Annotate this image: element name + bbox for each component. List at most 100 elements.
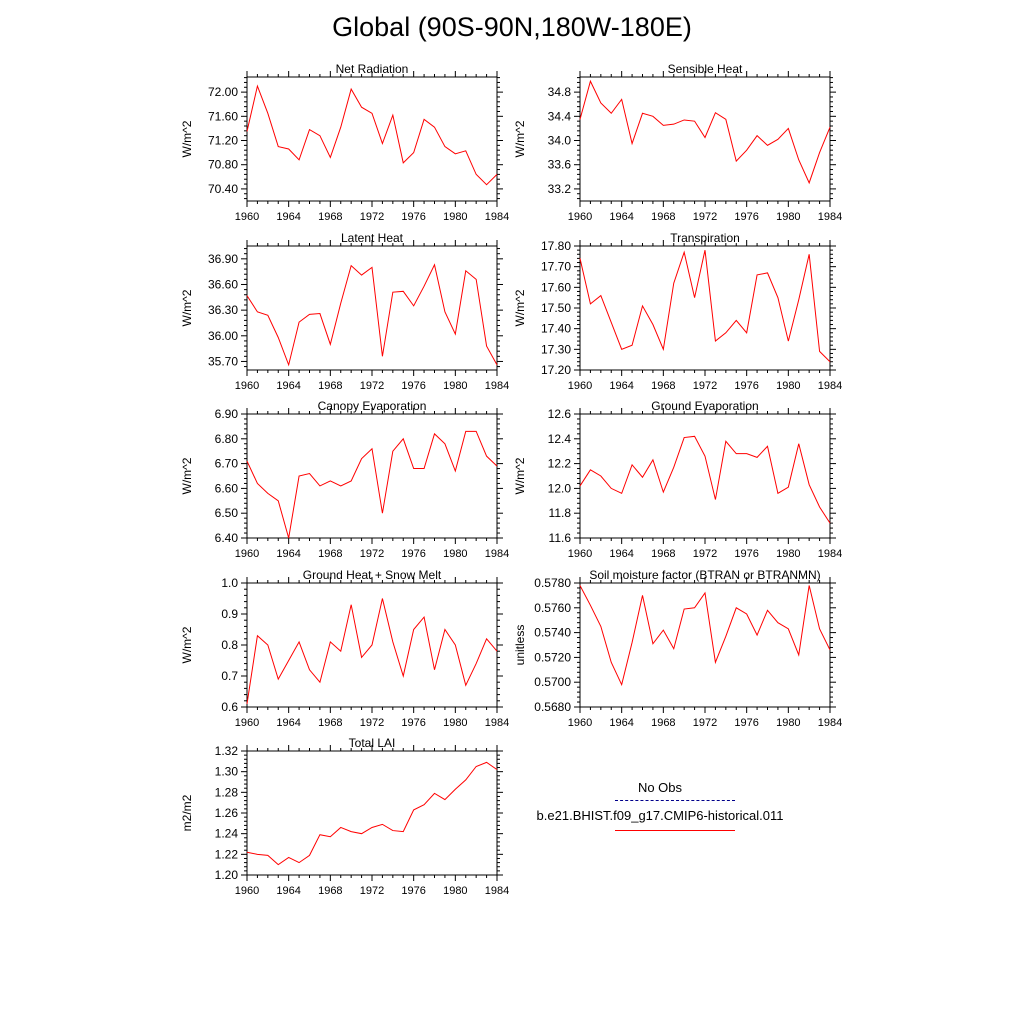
x-tick-label: 1972 bbox=[360, 885, 384, 897]
chart-title: Total LAI bbox=[349, 736, 396, 750]
plot-frame bbox=[579, 245, 831, 371]
x-tick-label: 1980 bbox=[776, 211, 800, 223]
y-tick-label: 17.50 bbox=[541, 301, 571, 315]
x-tick-label: 1968 bbox=[651, 380, 675, 392]
y-tick-label: 6.70 bbox=[215, 457, 239, 471]
y-tick-label: 1.24 bbox=[215, 827, 239, 841]
x-tick-label: 1968 bbox=[318, 211, 342, 223]
x-tick-label: 1980 bbox=[443, 211, 467, 223]
x-tick-label: 1976 bbox=[401, 885, 425, 897]
page-title: Global (90S-90N,180W-180E) bbox=[332, 12, 692, 42]
y-axis-label: unitless bbox=[513, 625, 527, 666]
y-tick-label: 17.40 bbox=[541, 322, 571, 336]
x-tick-label: 1972 bbox=[693, 548, 717, 560]
y-tick-label: 1.26 bbox=[215, 806, 239, 820]
x-tick-label: 1976 bbox=[734, 717, 758, 729]
x-tick-label: 1984 bbox=[818, 717, 842, 729]
chart-title: Latent Heat bbox=[341, 231, 404, 245]
y-tick-label: 36.60 bbox=[208, 277, 238, 291]
legend-obs-label: No Obs bbox=[637, 780, 683, 795]
x-tick-label: 1976 bbox=[734, 548, 758, 560]
legend-obs-line bbox=[615, 800, 735, 801]
series-line bbox=[246, 598, 498, 704]
x-tick-label: 1972 bbox=[360, 211, 384, 223]
chart-panel: Net Radiation 1960 1964 1968 1972 1976 1980 198… bbox=[180, 62, 509, 223]
y-tick-label: 36.30 bbox=[208, 303, 238, 317]
x-tick-label: 1960 bbox=[568, 380, 592, 392]
x-tick-label: 1960 bbox=[568, 548, 592, 560]
x-tick-label: 1976 bbox=[401, 717, 425, 729]
x-tick-label: 1964 bbox=[276, 548, 300, 560]
y-tick-label: 36.00 bbox=[208, 329, 238, 343]
x-tick-label: 1984 bbox=[818, 211, 842, 223]
x-tick-label: 1972 bbox=[693, 717, 717, 729]
plot-frame bbox=[579, 76, 831, 202]
y-tick-label: 6.80 bbox=[215, 432, 239, 446]
x-tick-label: 1980 bbox=[776, 548, 800, 560]
legend-model-label: b.e21.BHIST.f09_g17.CMIP6-historical.011 bbox=[536, 808, 784, 823]
x-tick-label: 1980 bbox=[776, 380, 800, 392]
y-tick-label: 12.4 bbox=[548, 432, 572, 446]
chart-panel: Canopy Evaporation 1960 1964 1968 1972 1976 19… bbox=[180, 399, 509, 560]
x-tick-label: 1976 bbox=[734, 211, 758, 223]
chart-panel: Sensible Heat 1960 1964 1968 1972 1976 1980 198… bbox=[513, 62, 842, 223]
chart-panel: Transpiration 1960 1964 1968 1972 1976 1980 198… bbox=[513, 231, 842, 392]
y-tick-label: 17.60 bbox=[541, 280, 571, 294]
x-tick-label: 1964 bbox=[609, 211, 633, 223]
y-tick-label: 0.5760 bbox=[534, 601, 571, 615]
y-tick-label: 17.30 bbox=[541, 342, 571, 356]
x-tick-label: 1972 bbox=[360, 380, 384, 392]
y-tick-label: 1.22 bbox=[215, 847, 239, 861]
x-tick-label: 1960 bbox=[235, 717, 259, 729]
plot-frame bbox=[579, 582, 831, 708]
x-tick-label: 1964 bbox=[276, 717, 300, 729]
y-tick-label: 12.2 bbox=[548, 457, 572, 471]
chart-title: Ground Evaporation bbox=[651, 399, 758, 413]
y-tick-label: 12.0 bbox=[548, 481, 572, 495]
chart-title: Soil moisture factor (BTRAN or BTRANMN) bbox=[589, 568, 820, 582]
y-tick-label: 0.8 bbox=[221, 638, 238, 652]
plot-frame bbox=[246, 750, 498, 876]
chart-title: Sensible Heat bbox=[668, 62, 743, 76]
y-tick-label: 1.20 bbox=[215, 868, 239, 882]
x-tick-label: 1972 bbox=[360, 548, 384, 560]
chart-panel: Total LAI 1960 1964 1968 1972 1976 1980 1984 1.2… bbox=[180, 736, 509, 897]
y-tick-label: 1.0 bbox=[221, 576, 238, 590]
x-tick-label: 1960 bbox=[568, 211, 592, 223]
legend-model-line bbox=[615, 830, 735, 831]
y-axis-label: W/m^2 bbox=[513, 289, 527, 326]
x-tick-label: 1984 bbox=[818, 548, 842, 560]
y-tick-label: 0.5700 bbox=[534, 675, 571, 689]
series-line bbox=[579, 435, 831, 524]
x-tick-label: 1976 bbox=[401, 211, 425, 223]
y-tick-label: 70.40 bbox=[208, 182, 238, 196]
y-tick-label: 0.5680 bbox=[534, 700, 571, 714]
y-tick-label: 1.28 bbox=[215, 785, 239, 799]
x-tick-label: 1980 bbox=[443, 717, 467, 729]
y-axis-label: W/m^2 bbox=[180, 120, 194, 157]
x-tick-label: 1976 bbox=[401, 548, 425, 560]
x-tick-label: 1964 bbox=[609, 717, 633, 729]
y-tick-label: 0.9 bbox=[221, 607, 238, 621]
plot-frame bbox=[246, 413, 498, 539]
x-tick-label: 1968 bbox=[651, 717, 675, 729]
y-tick-label: 6.40 bbox=[215, 531, 239, 545]
x-tick-label: 1980 bbox=[443, 885, 467, 897]
x-tick-label: 1972 bbox=[693, 211, 717, 223]
chart-panel: Ground Heat + Snow Melt 1960 1964 1968 1972 1… bbox=[180, 568, 509, 729]
x-tick-label: 1972 bbox=[360, 717, 384, 729]
y-tick-label: 34.4 bbox=[548, 109, 572, 123]
y-tick-label: 0.5740 bbox=[534, 626, 571, 640]
y-tick-label: 0.7 bbox=[221, 669, 238, 683]
series-line bbox=[246, 761, 498, 866]
x-tick-label: 1984 bbox=[485, 885, 509, 897]
y-tick-label: 72.00 bbox=[208, 85, 238, 99]
chart-panel: Soil moisture factor (BTRAN or BTRANMN) 1… bbox=[513, 568, 842, 729]
x-tick-label: 1960 bbox=[568, 717, 592, 729]
series-line bbox=[246, 430, 498, 539]
chart-panel: Latent Heat 1960 1964 1968 1972 1976 1980 1984 3… bbox=[180, 231, 509, 392]
y-tick-label: 36.90 bbox=[208, 252, 238, 266]
x-tick-label: 1980 bbox=[443, 548, 467, 560]
x-tick-label: 1976 bbox=[401, 380, 425, 392]
y-tick-label: 0.5720 bbox=[534, 650, 571, 664]
